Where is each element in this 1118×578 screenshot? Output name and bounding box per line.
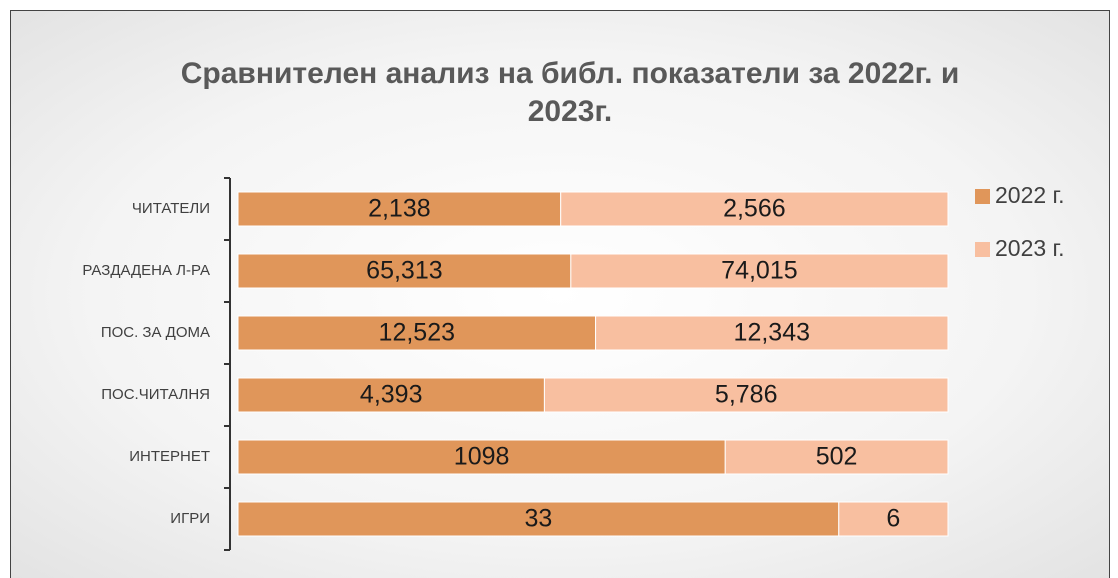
y-tick-label: ПОС. ЗА ДОМА <box>101 324 210 341</box>
bar-segment <box>570 253 949 289</box>
bar-segment <box>595 315 949 351</box>
y-tick-label: ПОС.ЧИТАЛНЯ <box>101 386 210 403</box>
data-label: 33 <box>524 505 552 533</box>
bar-segment <box>724 439 949 475</box>
chart-title: Сравнителен анализ на библ. показатели з… <box>180 57 960 128</box>
legend-label: 2022 г. <box>995 182 1065 208</box>
bar-segment <box>543 377 949 413</box>
chart-frame <box>10 10 1110 578</box>
legend-swatch <box>975 189 990 204</box>
data-label: 74,015 <box>721 257 797 285</box>
bar-segment <box>560 191 949 227</box>
y-tick-label: РАЗДАДЕНА Л-РА <box>82 262 210 279</box>
data-label: 12,523 <box>379 319 455 347</box>
data-label: 12,343 <box>734 319 810 347</box>
bar-segment <box>838 501 949 537</box>
data-label: 2,566 <box>723 195 786 223</box>
bar-segment <box>237 253 572 289</box>
data-label: 1098 <box>454 443 510 471</box>
y-tick-label: ИГРИ <box>170 510 210 527</box>
data-label: 6 <box>886 505 900 533</box>
data-label: 502 <box>816 443 858 471</box>
legend-swatch <box>975 242 990 257</box>
data-label: 4,393 <box>360 381 423 409</box>
y-tick-label: ЧИТАТЕЛИ <box>132 200 210 217</box>
y-tick-label: ИНТЕРНЕТ <box>129 448 210 465</box>
data-label: 65,313 <box>366 257 442 285</box>
data-label: 5,786 <box>715 381 778 409</box>
data-label: 2,138 <box>368 195 431 223</box>
legend-label: 2023 г. <box>995 235 1065 261</box>
bar-segment <box>237 191 562 227</box>
